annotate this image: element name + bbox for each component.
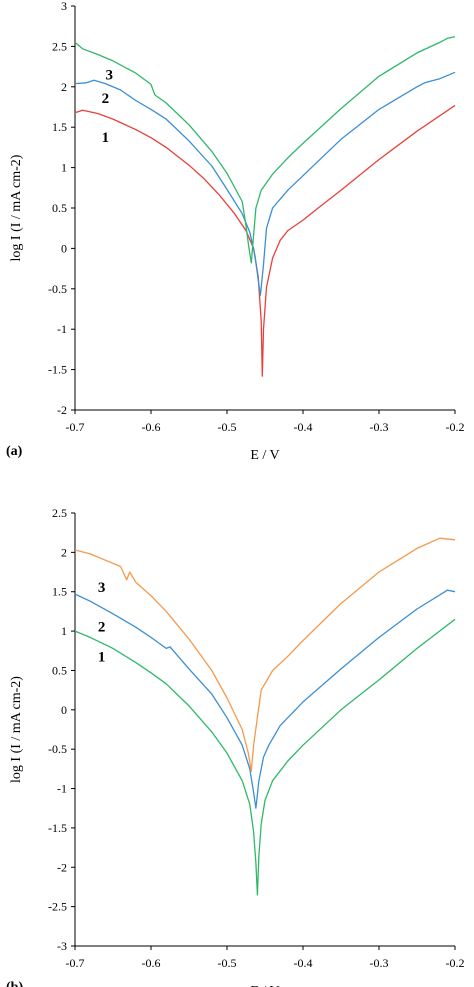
y-tick-label: -2 (57, 403, 67, 417)
y-tick-label: -1.5 (48, 363, 67, 377)
x-tick-label: -0.4 (294, 956, 313, 970)
y-tick-label: 0 (61, 703, 67, 717)
y-tick-label: 0.5 (52, 663, 67, 677)
x-tick-label: -0.4 (294, 420, 313, 434)
series-line-2 (74, 71, 456, 296)
y-tick-label: -3 (57, 939, 67, 953)
series-label-3: 3 (105, 68, 113, 84)
x-tick-label: -0.6 (142, 420, 161, 434)
y-tick-label: 2.5 (52, 39, 67, 53)
series-line-1 (74, 618, 456, 896)
x-axis-title: E / V (250, 448, 279, 463)
x-tick-label: -0.2 (446, 420, 465, 434)
y-tick-label: 3 (61, 0, 67, 13)
x-tick-label: -0.5 (218, 420, 237, 434)
series-line-3 (74, 36, 456, 264)
y-tick-label: -1 (57, 322, 67, 336)
y-tick-label: 1.5 (52, 585, 67, 599)
chart-panel-a: -2 -1.5 -1 -0.5 0 0.5 1 1.5 2 2.5 3 -0.7 -0.6 -0.5 -0.… (6, 0, 465, 463)
x-tick-label: -0.3 (370, 420, 389, 434)
x-tick-label: -0.3 (370, 956, 389, 970)
y-tick-label: -1.5 (48, 821, 67, 835)
y-tick-label: -1 (57, 782, 67, 796)
y-tick-label: 1 (61, 161, 67, 175)
x-tick-label: -0.2 (446, 956, 465, 970)
series-label-1: 1 (98, 649, 106, 665)
y-tick-label: 2.5 (52, 506, 67, 520)
y-axis-title: log I (I / mA cm-2) (9, 154, 24, 261)
x-tick-label: -0.7 (66, 956, 85, 970)
series-label-2: 2 (98, 619, 106, 635)
y-tick-label: 1.5 (52, 120, 67, 134)
y-tick-label: -0.5 (48, 742, 67, 756)
x-tick-label: -0.5 (218, 956, 237, 970)
x-axis-title: E / V (250, 984, 279, 987)
x-tick-label: -0.7 (66, 420, 85, 434)
y-tick-label: 0.5 (52, 201, 67, 215)
y-axis-title: log I (I / mA cm-2) (9, 676, 24, 783)
x-tick-label: -0.6 (142, 956, 161, 970)
series-line-3 (74, 537, 456, 772)
y-tick-label: -2 (57, 860, 67, 874)
series-label-1: 1 (102, 130, 110, 146)
series-label-2: 2 (102, 91, 110, 107)
y-tick-label: 1 (61, 624, 67, 638)
y-tick-label: 0 (61, 241, 67, 255)
y-tick-label: 2 (61, 545, 67, 559)
series-line-2 (74, 589, 456, 809)
y-tick-label: -0.5 (48, 282, 67, 296)
series-label-3: 3 (98, 580, 106, 596)
panel-label: (a) (6, 444, 23, 459)
y-tick-label: 2 (61, 80, 67, 94)
panel-label: (b) (6, 980, 23, 987)
y-tick-label: -2.5 (48, 900, 67, 914)
chart-panel-b: -3 -2.5 -2 -1.5 -1 -0.5 0 0.5 1 1.5 2 2.5 -0.7 -0.6 -0… (6, 506, 465, 987)
